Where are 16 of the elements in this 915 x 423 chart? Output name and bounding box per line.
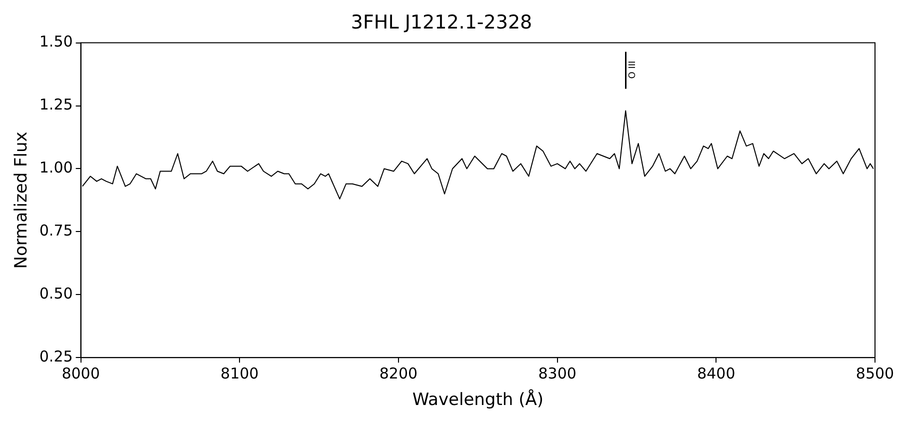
y-tick-label: 1.25 [39, 96, 73, 114]
y-tick-label: 1.00 [39, 158, 73, 177]
x-tick-label: 8200 [379, 364, 418, 382]
y-tick-label: 0.50 [39, 284, 73, 303]
x-tick-label: 8400 [697, 364, 736, 382]
chart-title: 3FHL J1212.1-2328 [350, 11, 532, 34]
x-tick-label: 8100 [220, 364, 259, 382]
y-tick-label: 0.25 [39, 347, 73, 366]
y-axis-title: Normalized Flux [12, 132, 32, 269]
x-tick-label: 8000 [62, 364, 100, 382]
x-tick-label: 8300 [538, 364, 576, 382]
x-tick-label: 8500 [856, 364, 894, 382]
y-tick-label: 0.75 [39, 222, 73, 240]
y-tick-label: 1.50 [39, 32, 73, 51]
x-axis-title: Wavelength (Å) [412, 389, 544, 410]
annotation: O III [628, 60, 638, 79]
